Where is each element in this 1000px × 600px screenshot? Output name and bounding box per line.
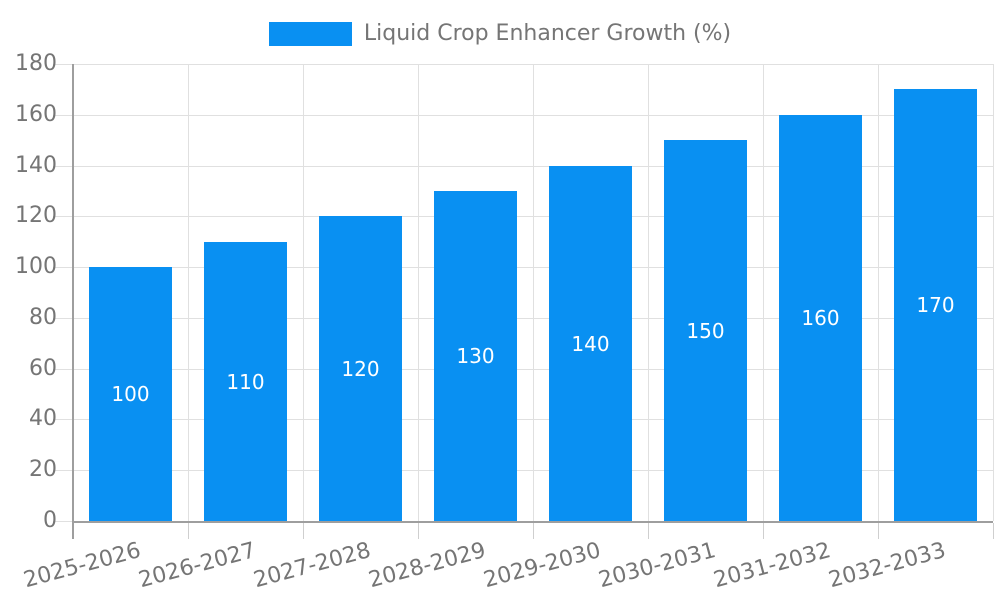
x-gridline bbox=[878, 64, 879, 521]
bar-value-label: 140 bbox=[571, 332, 610, 356]
bar-value-label: 120 bbox=[341, 357, 380, 381]
y-gridline bbox=[53, 267, 993, 268]
bar-value-label: 150 bbox=[686, 319, 725, 343]
x-axis-tick bbox=[993, 523, 994, 539]
y-axis-tick-label: 140 bbox=[15, 153, 57, 178]
x-axis-tick-label: 2025-2026 bbox=[20, 538, 143, 594]
x-gridline bbox=[303, 64, 304, 521]
bar-2030-2031[interactable] bbox=[664, 140, 747, 521]
y-gridline bbox=[53, 318, 993, 319]
x-axis-tick-label: 2026-2027 bbox=[135, 538, 258, 594]
y-gridline bbox=[53, 115, 993, 116]
x-axis-tick-label: 2032-2033 bbox=[825, 538, 948, 594]
legend-swatch[interactable] bbox=[268, 22, 352, 46]
bar-value-label: 130 bbox=[456, 344, 495, 368]
bar-value-label: 100 bbox=[111, 382, 150, 406]
y-gridline bbox=[53, 216, 993, 217]
bar-2028-2029[interactable] bbox=[434, 191, 517, 521]
x-axis-tick-label: 2031-2032 bbox=[710, 538, 833, 594]
y-gridline bbox=[53, 419, 993, 420]
y-gridline bbox=[53, 470, 993, 471]
x-axis-tick bbox=[533, 523, 534, 539]
x-axis-tick bbox=[763, 523, 764, 539]
x-gridline bbox=[188, 64, 189, 521]
legend-label: Liquid Crop Enhancer Growth (%) bbox=[363, 21, 732, 46]
x-axis-tick-label: 2027-2028 bbox=[250, 538, 373, 594]
bar-2027-2028[interactable] bbox=[319, 216, 402, 521]
legend[interactable]: Liquid Crop Enhancer Growth (%) bbox=[0, 20, 1000, 48]
y-axis-tick-label: 180 bbox=[15, 51, 57, 76]
y-gridline bbox=[53, 64, 993, 65]
bar-2026-2027[interactable] bbox=[204, 242, 287, 521]
y-axis-tick-label: 20 bbox=[29, 457, 57, 482]
x-axis-tick bbox=[648, 523, 649, 539]
bar-value-label: 170 bbox=[916, 293, 955, 317]
bar-2031-2032[interactable] bbox=[779, 115, 862, 521]
y-axis-tick-label: 160 bbox=[15, 102, 57, 127]
y-axis-tick-label: 0 bbox=[43, 508, 57, 533]
x-axis-line bbox=[72, 521, 993, 523]
y-gridline bbox=[53, 369, 993, 370]
y-axis-line bbox=[72, 64, 74, 539]
x-axis-tick-label: 2029-2030 bbox=[480, 538, 603, 594]
x-axis-tick bbox=[878, 523, 879, 539]
bar-value-label: 160 bbox=[801, 306, 840, 330]
bar-2025-2026[interactable] bbox=[89, 267, 172, 521]
y-axis-tick-label: 120 bbox=[15, 203, 57, 228]
bar-2032-2033[interactable] bbox=[894, 89, 977, 521]
x-axis-tick bbox=[303, 523, 304, 539]
x-gridline bbox=[993, 64, 994, 521]
x-gridline bbox=[418, 64, 419, 521]
x-gridline bbox=[648, 64, 649, 521]
x-axis-tick-label: 2028-2029 bbox=[365, 538, 488, 594]
x-gridline bbox=[763, 64, 764, 521]
y-axis-tick-label: 60 bbox=[29, 356, 57, 381]
x-gridline bbox=[533, 64, 534, 521]
x-axis-tick-label: 2030-2031 bbox=[595, 538, 718, 594]
bar-2029-2030[interactable] bbox=[549, 166, 632, 521]
y-axis-tick-label: 40 bbox=[29, 406, 57, 431]
y-axis-tick-label: 100 bbox=[15, 254, 57, 279]
x-axis-tick bbox=[188, 523, 189, 539]
y-gridline bbox=[53, 166, 993, 167]
bar-value-label: 110 bbox=[226, 370, 265, 394]
x-axis-tick bbox=[418, 523, 419, 539]
y-axis-tick-label: 80 bbox=[29, 305, 57, 330]
